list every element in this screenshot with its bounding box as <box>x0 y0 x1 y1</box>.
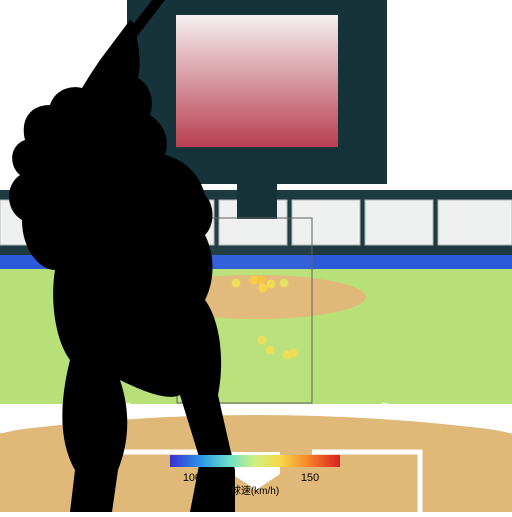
pitch-marker <box>267 280 276 289</box>
pitch-location-chart: 100 150 球速(km/h) <box>0 0 512 512</box>
wall-panel <box>365 200 433 245</box>
pitch-marker <box>289 349 298 358</box>
pitch-marker <box>266 346 275 355</box>
colorbar-tick-label: 100 <box>183 472 201 484</box>
chart-svg: 100 150 球速(km/h) <box>0 0 512 512</box>
colorbar <box>170 455 340 467</box>
pitch-marker <box>257 276 266 285</box>
pitch-marker <box>280 279 289 288</box>
colorbar-tick-label: 150 <box>301 472 319 484</box>
colorbar-axis-label: 球速(km/h) <box>231 484 279 497</box>
pitch-marker <box>258 336 267 345</box>
pitch-marker <box>259 284 268 293</box>
scoreboard-screen <box>176 15 338 147</box>
scoreboard-post <box>237 184 277 219</box>
pitch-marker <box>232 279 241 288</box>
wall-panel <box>438 200 512 245</box>
